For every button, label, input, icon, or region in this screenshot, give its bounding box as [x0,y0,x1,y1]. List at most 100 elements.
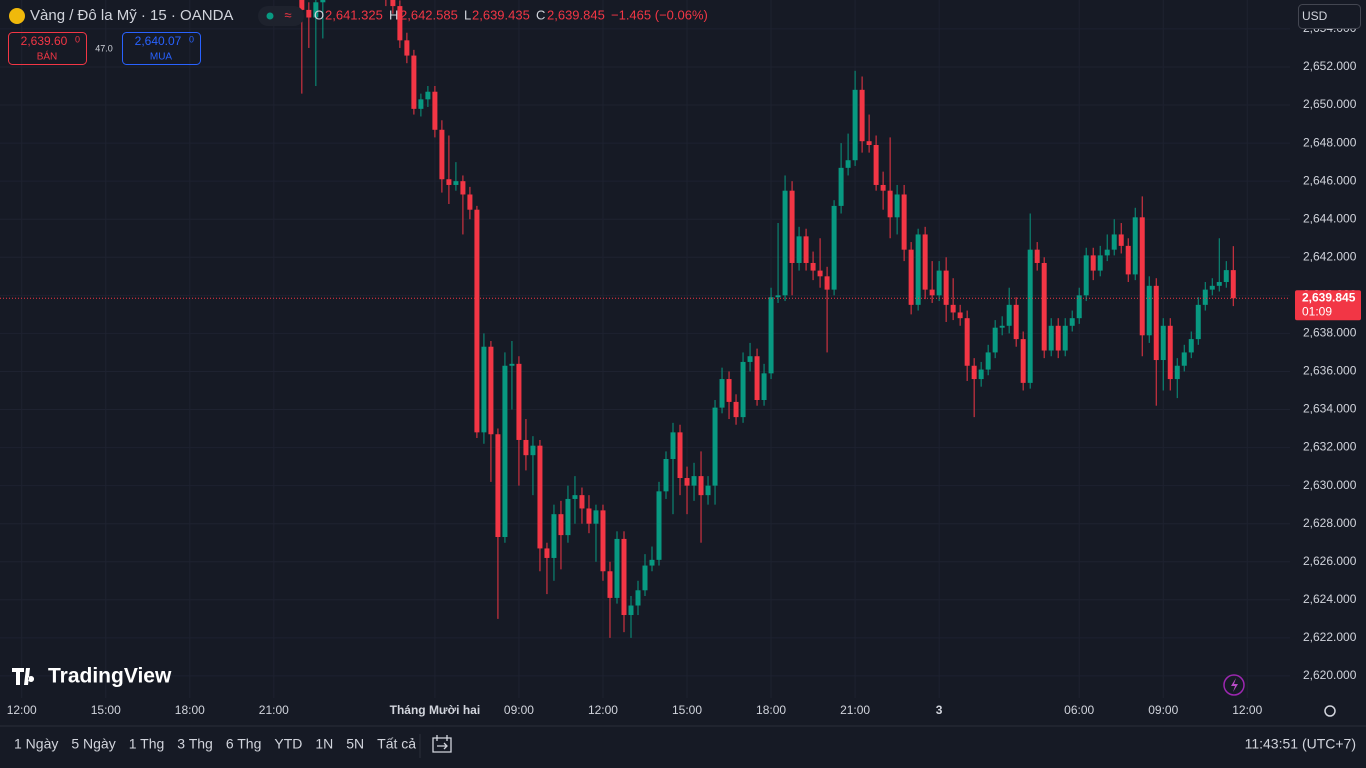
candle-body [1097,255,1103,271]
range-button[interactable]: 1 Thg [129,736,165,752]
candle-body [677,432,683,479]
candle-body [887,190,893,218]
buy-button[interactable] [122,32,201,65]
range-button[interactable]: 6 Thg [226,736,262,752]
c-letter: C [536,7,545,22]
buy-price: 2,640.07 [135,34,182,48]
status-icon: ≈ [284,7,291,22]
candle-body [838,167,844,206]
candle-body [1034,249,1040,263]
x-tick-label: 06:00 [1064,703,1094,717]
buy-price-small: 0 [189,34,194,44]
symbol-title[interactable]: Vàng / Đô la Mỹ · 15 · OANDA [30,7,233,24]
candle-body [859,89,865,142]
currency-button[interactable] [1298,4,1361,29]
candle-body [474,209,480,433]
candle-body [481,346,487,433]
spread: 47.0 [95,43,113,53]
date-range-icon[interactable] [432,735,452,753]
range-button[interactable]: 3 Thg [177,736,213,752]
candle-body [439,129,445,180]
y-tick-label: 2,648.000 [1303,135,1357,149]
candle-body [950,304,956,313]
x-tick-label: 12:00 [588,703,618,717]
range-button[interactable]: 5N [346,736,364,752]
x-tick-label: 18:00 [175,703,205,717]
candle-body [999,325,1005,328]
candle-body [1083,255,1089,296]
sell-price: 2,639.60 [21,34,68,48]
candle-body [929,289,935,296]
candle-body [1181,352,1187,366]
close-value: 2,639.845 [547,7,605,22]
y-tick-label: 2,632.000 [1303,440,1357,454]
candle-body [719,379,725,408]
candle-body [460,181,466,195]
candle-body [663,458,669,492]
y-tick-label: 2,642.000 [1303,249,1357,263]
candle-body [908,249,914,305]
low-value: 2,639.435 [472,7,530,22]
x-tick-label: 15:00 [91,703,121,717]
x-tick-label: 12:00 [1232,703,1262,717]
settings-icon[interactable] [1324,705,1336,717]
candle-body [873,145,879,185]
x-tick-label: 12:00 [7,703,37,717]
candle-body [852,89,858,161]
y-tick-label: 2,622.000 [1303,630,1357,644]
candle-body [1160,325,1166,361]
candle-body [1174,365,1180,380]
range-button[interactable]: 5 Ngày [71,736,115,752]
range-button[interactable]: Tất cả [377,736,416,752]
candle-body [761,373,767,400]
range-button[interactable]: YTD [274,736,302,752]
h-letter: H [389,7,398,22]
candle-body [894,194,900,218]
status-pill[interactable] [258,6,304,26]
candle-body [992,327,998,353]
candle-body [698,476,704,496]
candle-body [1230,270,1236,299]
candle-body [628,605,634,616]
x-tick-label: 09:00 [504,703,534,717]
candle-body [684,478,690,486]
candle-body [747,356,753,362]
candle-body [922,234,928,290]
candle-body [1013,304,1019,340]
symbol-icon [9,8,25,24]
candle-body [845,160,851,168]
candle-body [824,276,830,290]
candle-body [1118,234,1124,246]
candle-body [901,194,907,250]
y-tick-label: 2,628.000 [1303,516,1357,530]
grid [0,0,1290,698]
candle-body [299,0,305,10]
price-tag-price: 2,639.845 [1302,290,1356,304]
x-tick-label: 3 [936,703,943,717]
sell-label: BÁN [37,50,58,63]
currency: USD [1302,9,1328,23]
range-button[interactable]: 1N [315,736,333,752]
candle-body [418,99,424,109]
candle-body [509,363,515,366]
candle-body [1195,304,1201,340]
candle-body [1062,325,1068,351]
candle-body [1104,249,1110,256]
candle-body [390,0,396,7]
candle-body [712,407,718,486]
watermark: TradingView [48,665,172,688]
candle-body [915,234,921,305]
candle-body [957,312,963,319]
sell-button[interactable] [8,32,87,65]
candle-body [656,491,662,560]
candle-body [1216,282,1222,286]
alert-icon[interactable] [1223,674,1245,696]
candle-body [467,194,473,210]
range-button[interactable]: 1 Ngày [14,736,58,752]
candle-body [1055,325,1061,351]
candle-body [817,270,823,277]
candle-body [579,495,585,509]
candle-body [880,184,886,191]
y-tick-label: 2,620.000 [1303,668,1357,682]
